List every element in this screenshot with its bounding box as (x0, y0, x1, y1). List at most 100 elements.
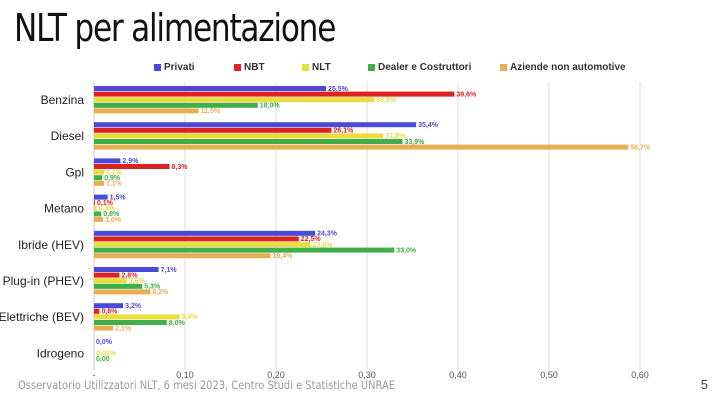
data-label: 3,2% (125, 303, 142, 310)
bar (94, 289, 151, 295)
data-label: 35,4% (418, 122, 439, 129)
chart-legend: Privati NBT NLT Dealer e Costruttori Aziende… (0, 62, 720, 76)
bar (94, 247, 395, 253)
data-label: 18,0% (260, 103, 281, 110)
legend-item: Aziende non automotive (500, 62, 626, 73)
bar (94, 242, 311, 247)
data-label: 1,0% (105, 217, 122, 224)
x-tick-label: 0,10 (176, 370, 194, 380)
category-label: Plug-in (PHEV) (3, 274, 84, 288)
data-label: 0,8% (103, 211, 120, 218)
bar (94, 180, 105, 186)
data-label: 2,1% (115, 325, 132, 332)
x-tick-label: 0,30 (358, 370, 376, 380)
category-label: Gpl (65, 165, 84, 179)
category-label: Diesel (51, 129, 84, 143)
legend-item: Dealer e Costruttori (368, 62, 471, 73)
category-label: Benzina (41, 93, 85, 107)
data-label: 1,5% (110, 194, 127, 201)
x-tick-label: 0,60 (631, 370, 649, 380)
data-label: 0,6% (101, 309, 118, 316)
x-tick-label: - (93, 370, 96, 380)
bar (94, 97, 375, 103)
legend-swatch (234, 64, 241, 71)
data-label: 25,5% (328, 86, 349, 93)
legend-label: Dealer e Costruttori (378, 62, 472, 73)
data-label: 0,03% (96, 350, 117, 357)
bar (94, 127, 332, 133)
data-label: 39,6% (456, 91, 477, 98)
legend-swatch (368, 64, 375, 71)
data-label: 26,1% (334, 128, 355, 135)
data-label: 0,9% (104, 175, 121, 182)
bar (94, 217, 104, 222)
category-label: Metano (44, 202, 84, 216)
bar (94, 102, 258, 108)
data-label: 19,4% (273, 253, 294, 260)
bar (94, 205, 97, 211)
bar (94, 133, 384, 139)
bar (94, 325, 114, 331)
page-number: 5 (700, 377, 708, 392)
x-tick-label: 0,40 (449, 370, 467, 380)
legend-swatch (154, 64, 161, 71)
data-label: 33,9% (404, 139, 425, 146)
data-label: 8,3% (172, 164, 189, 171)
bar (94, 175, 103, 181)
bar (94, 211, 102, 217)
legend-label: Aziende non automotive (510, 62, 626, 73)
bar (94, 253, 271, 259)
bar (94, 303, 124, 309)
data-label: 1,1% (106, 181, 123, 188)
bar (94, 169, 105, 175)
bar (94, 278, 127, 284)
data-label: 2,9% (122, 158, 139, 165)
legend-item: NLT (302, 62, 331, 73)
legend-item: Privati (154, 62, 195, 73)
bar (94, 230, 316, 236)
data-label: 31,8% (385, 133, 406, 140)
bar (94, 86, 327, 91)
data-label: 2,8% (121, 272, 138, 279)
data-label: 0,3% (99, 206, 116, 213)
data-label: 0,00 (96, 356, 110, 363)
bar (94, 283, 143, 289)
x-tick-label: 0,50 (540, 370, 558, 380)
bar (94, 320, 167, 325)
data-label: 24,3% (317, 231, 338, 238)
legend-item: NBT (234, 62, 265, 73)
legend-label: Privati (164, 62, 195, 73)
data-label: 0,1% (97, 200, 114, 207)
bar (94, 314, 180, 320)
data-label: 22,5% (301, 236, 322, 243)
data-label: 11,5% (201, 108, 221, 115)
bar (94, 200, 95, 206)
bar (94, 139, 403, 144)
legend-swatch (302, 64, 309, 71)
slide-footer: Osservatorio Utilizzatori NLT, 6 mesi 20… (18, 378, 395, 392)
bar (94, 308, 100, 314)
category-label: Ibride (HEV) (18, 238, 84, 252)
bar (94, 267, 159, 272)
bar (94, 144, 629, 150)
bar (94, 236, 299, 242)
category-label: Elettriche (BEV) (0, 310, 84, 324)
data-label: 0,0% (96, 339, 113, 346)
data-label: 6,2% (152, 289, 169, 296)
data-label: 23,8% (313, 242, 334, 249)
legend-label: NLT (312, 62, 331, 73)
data-label: 58,7% (630, 144, 651, 151)
bar (94, 164, 170, 169)
data-label: 3,6% (129, 278, 146, 285)
data-label: 1,1% (106, 169, 123, 176)
x-tick-label: 0,20 (267, 370, 285, 380)
category-label: Idrogeno (37, 346, 85, 360)
legend-swatch (500, 64, 507, 71)
data-label: 7,1% (161, 267, 178, 274)
bar (94, 272, 120, 278)
data-label: 30,8% (376, 97, 397, 104)
bar (94, 122, 417, 128)
legend-label: NBT (244, 62, 265, 73)
data-label: 5,3% (144, 284, 161, 291)
